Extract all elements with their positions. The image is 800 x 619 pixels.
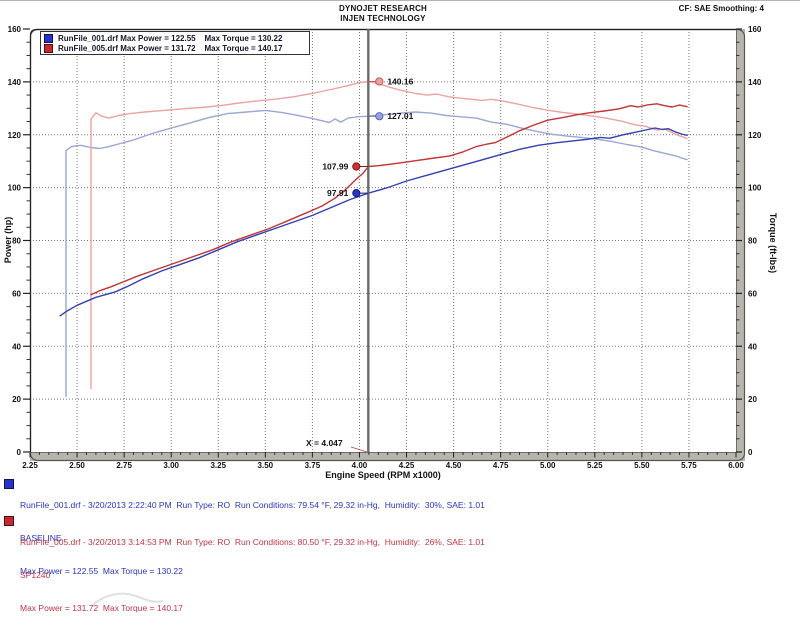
run1-color-swatch [44, 33, 53, 43]
run2-max-values: Max Power = 131.72 Max Torque = 140.17 [20, 603, 183, 613]
curve-runfile_001-torque [65, 109, 688, 398]
run2-title: SP1240 [20, 570, 51, 580]
page-smudge-mark [91, 592, 164, 607]
y-tick-label-left: 60 [12, 289, 21, 298]
y-tick-label-right: 120 [748, 131, 762, 140]
y-tick-label-right: 160 [748, 25, 762, 34]
x-tick-label: 5.50 [634, 461, 650, 470]
legend-run2-text: RunFile_005.drf Max Power = 131.72 Max T… [58, 43, 283, 53]
y-tick-label-left: 20 [12, 395, 21, 404]
cursor-x-label: X = 4.047 [306, 438, 343, 448]
curve-runfile_005-power [90, 103, 688, 296]
y-tick-label-right: 100 [748, 184, 762, 193]
cursor-label-leader-line [350, 446, 368, 453]
x-tick-label: 2.50 [69, 461, 85, 470]
run1-info-block: RunFile_001.drf - 3/20/2013 2:22:40 PM R… [4, 478, 784, 599]
x-tick-label: 2.75 [116, 461, 132, 470]
y-tick-label-left: 80 [12, 237, 21, 246]
x-tick-label: 3.25 [210, 461, 226, 470]
left-axis-title: Power (hp) [3, 217, 13, 264]
cursor-value-label: 97.91 [327, 188, 349, 198]
run1-max-values: Max Power = 122.55 Max Torque = 130.22 [20, 566, 183, 576]
curves [59, 80, 688, 398]
y-tick-label-left: 140 [8, 78, 22, 87]
legend-row-run2: RunFile_005.drf Max Power = 131.72 Max T… [44, 43, 306, 53]
run2-footer-swatch [4, 516, 14, 526]
legend-box: RunFile_001.drf Max Power = 122.55 Max T… [40, 31, 310, 55]
y-tick-label-right: 20 [748, 395, 757, 404]
y-tick-label-right: 0 [748, 448, 753, 457]
cursor-group: 140.16 127.01 107.99 97.91 [322, 29, 414, 452]
x-tick-label: 3.00 [163, 461, 179, 470]
x-tick-label: 3.75 [305, 461, 321, 470]
y-tick-label-right: 40 [748, 342, 757, 351]
axis-ticks: 2.25 2.50 2.75 3.00 3.25 3.50 3.75 4.00 4.25 4.50… [8, 25, 762, 470]
cursor-marker-runfile_001-torque [375, 112, 384, 121]
window-top-edge [0, 0, 800, 1]
y-tick-label-left: 120 [8, 131, 22, 140]
x-tick-label: 5.00 [540, 461, 556, 470]
run1-details: RunFile_001.drf - 3/20/2013 2:22:40 PM R… [20, 500, 485, 510]
y-tick-label-right: 140 [748, 78, 762, 87]
header-line2: INJEN TECHNOLOGY [340, 14, 426, 23]
x-tick-label: 4.50 [446, 461, 462, 470]
y-tick-label-left: 0 [17, 448, 22, 457]
cursor-marker-runfile_005-torque [375, 77, 384, 86]
legend-run1-text: RunFile_001.drf Max Power = 122.55 Max T… [58, 33, 283, 43]
x-tick-label: 5.25 [587, 461, 603, 470]
x-tick-label: 2.25 [22, 461, 38, 470]
x-tick-label: 4.00 [352, 461, 368, 470]
y-tick-label-right: 80 [748, 237, 757, 246]
cursor-value-label: 140.16 [387, 76, 413, 86]
y-tick-label-left: 40 [12, 342, 21, 351]
cursor-value-label: 107.99 [322, 162, 348, 172]
plot-frame [29, 28, 746, 462]
run1-title: BASELINE [20, 533, 62, 543]
chart-header: DYNOJET RESEARCH INJEN TECHNOLOGY [30, 4, 736, 24]
cursor-marker-runfile_005-power [352, 162, 361, 171]
legend-row-run1: RunFile_001.drf Max Power = 122.55 Max T… [44, 33, 306, 43]
curve-runfile_005-torque [90, 80, 688, 390]
plot-border [29, 28, 736, 452]
gridlines [30, 29, 736, 452]
y-tick-label-right: 60 [748, 289, 757, 298]
run2-color-swatch [44, 43, 53, 53]
bottom-axis-bar [30, 452, 745, 461]
run1-footer-swatch [4, 479, 14, 489]
header-line1: DYNOJET RESEARCH [338, 4, 428, 13]
x-tick-label: 4.75 [493, 461, 509, 470]
smoothing-setting: CF: SAE Smoothing: 4 [678, 4, 764, 13]
run2-info-block: RunFile_005.drf - 3/20/2013 3:14:53 PM R… [4, 515, 784, 619]
x-axis-title: Engine Speed (RPM x1000) [325, 470, 441, 480]
outer-frame [29, 28, 746, 462]
y-tick-label-left: 160 [8, 25, 22, 34]
cursor-value-label: 127.01 [387, 111, 413, 121]
right-axis-bar [736, 29, 745, 461]
right-axis-title: Torque (ft-lbs) [768, 213, 778, 273]
x-tick-label: 3.50 [258, 461, 274, 470]
x-tick-label: 4.25 [399, 461, 415, 470]
cursor-marker-runfile_001-power [352, 189, 361, 198]
y-tick-label-left: 100 [8, 184, 22, 193]
x-tick-label: 5.75 [681, 461, 697, 470]
x-tick-label: 6.00 [728, 461, 744, 470]
run2-details: RunFile_005.drf - 3/20/2013 3:14:53 PM R… [20, 537, 485, 547]
curve-runfile_001-power [59, 127, 688, 317]
